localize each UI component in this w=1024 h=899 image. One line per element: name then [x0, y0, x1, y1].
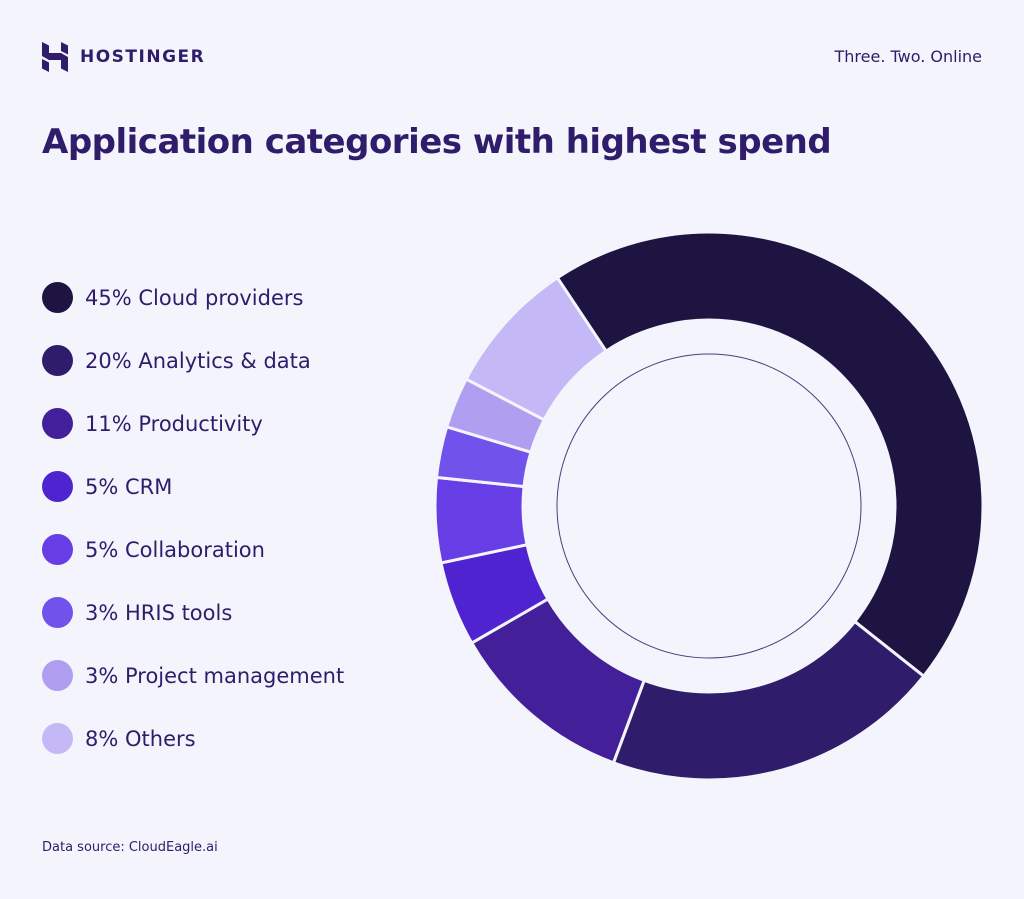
- legend-item: 3% HRIS tools: [42, 581, 344, 644]
- legend-item: 45% Cloud providers: [42, 266, 344, 329]
- legend-label: 11% Productivity: [85, 411, 263, 436]
- legend-swatch: [42, 597, 73, 628]
- legend-item: 3% Project management: [42, 644, 344, 707]
- legend-swatch: [42, 723, 73, 754]
- data-source: Data source: CloudEagle.ai: [42, 840, 218, 855]
- legend-item: 8% Others: [42, 707, 344, 770]
- legend-swatch: [42, 282, 73, 313]
- legend-item: 20% Analytics & data: [42, 329, 344, 392]
- legend-item: 5% Collaboration: [42, 518, 344, 581]
- legend-swatch: [42, 471, 73, 502]
- tagline: Three. Two. Online: [834, 47, 983, 66]
- legend-swatch: [42, 534, 73, 565]
- hostinger-logo: HOSTINGER: [42, 42, 205, 72]
- chart-title: Application categories with highest spen…: [42, 122, 832, 162]
- legend-label: 3% Project management: [85, 663, 345, 688]
- legend: 45% Cloud providers 20% Analytics & data 1…: [42, 266, 344, 770]
- legend-item: 11% Productivity: [42, 392, 344, 455]
- legend-label: 45% Cloud providers: [85, 285, 304, 310]
- legend-label: 3% HRIS tools: [85, 600, 233, 625]
- inner-ring: [556, 353, 862, 659]
- donut-slice-cloud-providers: [555, 230, 985, 679]
- legend-item: 5% CRM: [42, 455, 344, 518]
- brand-name: HOSTINGER: [80, 47, 206, 67]
- donut-slice-others: [464, 275, 609, 422]
- legend-swatch: [42, 408, 73, 439]
- legend-label: 5% Collaboration: [85, 537, 265, 562]
- legend-swatch: [42, 660, 73, 691]
- legend-swatch: [42, 345, 73, 376]
- hostinger-h-icon: [42, 42, 68, 72]
- legend-label: 8% Others: [85, 726, 196, 751]
- legend-label: 5% CRM: [85, 474, 173, 499]
- legend-label: 20% Analytics & data: [85, 348, 311, 373]
